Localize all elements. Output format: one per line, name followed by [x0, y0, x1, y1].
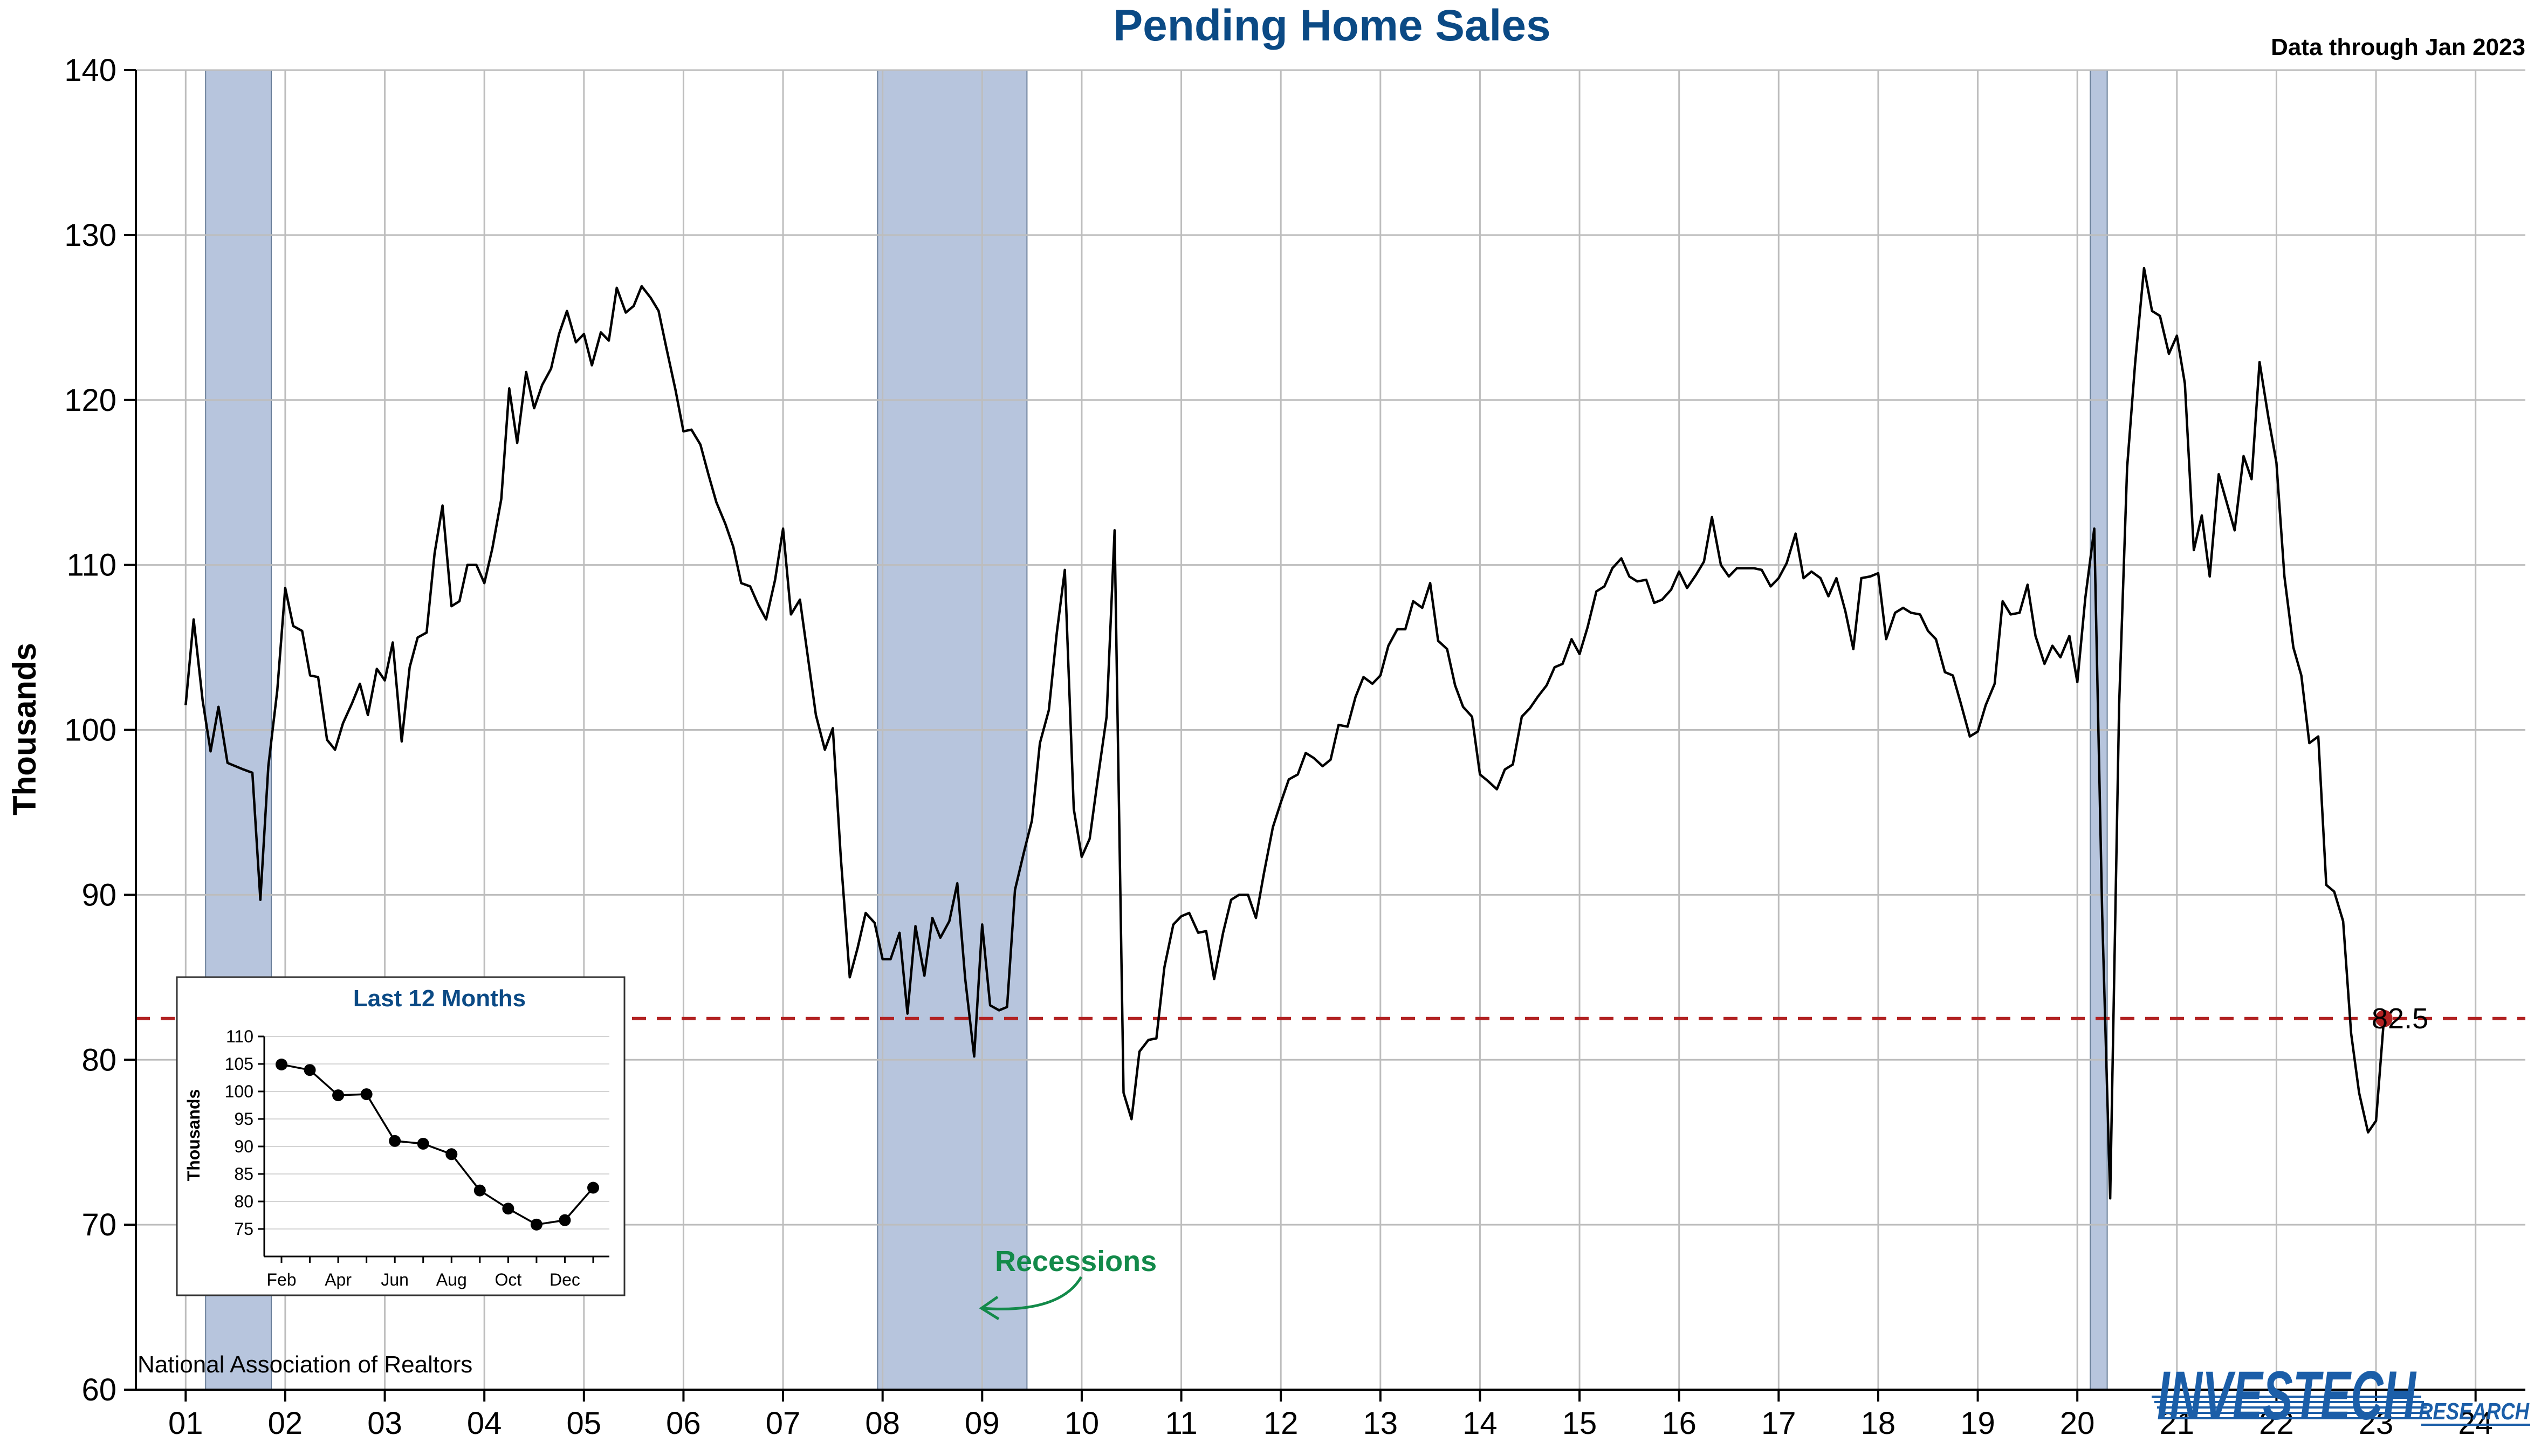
x-tick-label: 14: [1462, 1406, 1498, 1441]
inset-data-point: [332, 1089, 345, 1102]
inset-data-point: [276, 1059, 287, 1071]
series-line-pending-home-sales: [184, 266, 2386, 1200]
y-tick-label: 140: [64, 53, 116, 88]
latest-value-marker: [2375, 1009, 2393, 1027]
inset-data-point: [389, 1135, 401, 1147]
inset-data-point: [445, 1148, 458, 1160]
x-tick-label: 21: [2160, 1406, 2195, 1441]
inset-y-tick-label: 95: [234, 1109, 253, 1129]
x-tick-label: 08: [865, 1406, 900, 1441]
x-tick-label: 20: [2060, 1406, 2095, 1441]
inset-y-tick-label: 105: [225, 1054, 253, 1074]
x-tick-label: 10: [1064, 1406, 1100, 1441]
inset-x-tick-label: Dec: [550, 1270, 580, 1289]
x-tick-label: 12: [1263, 1406, 1299, 1441]
inset-title: Last 12 Months: [353, 985, 526, 1012]
inset-x-tick-label: Jun: [381, 1270, 409, 1289]
inset-y-tick-label: 75: [234, 1219, 253, 1239]
inset-x-tick-label: Feb: [266, 1270, 296, 1289]
inset-y-tick-label: 100: [225, 1082, 253, 1101]
main-axes: [124, 69, 2525, 1402]
inset-x-tick-labels: Feb Apr Jun Aug Oct Dec: [266, 1270, 580, 1289]
chart-title: Pending Home Sales: [1113, 1, 1550, 50]
recessions-label: Recessions: [995, 1245, 1157, 1278]
inset-x-tick-label: Oct: [495, 1270, 521, 1289]
inset-chart-last-12-months: Last 12 Months Thousands 75 80 85 90 95 100 10…: [176, 976, 626, 1296]
x-tick-label: 02: [268, 1406, 303, 1441]
inset-x-tick-label: Aug: [436, 1270, 467, 1289]
investech-logo: INVESTECH RESEARCH: [2152, 1357, 2530, 1434]
inset-data-point: [502, 1203, 514, 1215]
inset-y-tick-label: 85: [234, 1164, 253, 1184]
inset-data-point: [304, 1064, 316, 1076]
recessions-arrow-head: [979, 1295, 1000, 1321]
inset-data-point: [473, 1184, 486, 1197]
x-tick-label: 09: [965, 1406, 1000, 1441]
inset-x-tick-label: Apr: [325, 1270, 352, 1289]
x-tick-label: 01: [168, 1406, 203, 1441]
inset-data-point: [587, 1182, 599, 1194]
recessions-arrow: [982, 1276, 1083, 1310]
x-tick-label: 17: [1761, 1406, 1796, 1441]
inset-y-axis-label: Thousands: [184, 1089, 203, 1182]
source-label: National Association of Realtors: [138, 1351, 472, 1378]
inset-axes: [258, 1035, 609, 1263]
chart-subtitle: Data through Jan 2023: [2271, 34, 2525, 60]
y-tick-label: 70: [81, 1207, 116, 1242]
x-tick-label: 19: [1960, 1406, 1995, 1441]
logo-subtext: RESEARCH: [2419, 1398, 2530, 1425]
y-tick-label: 120: [64, 383, 116, 418]
inset-series: [276, 1059, 599, 1231]
x-tick-label: 15: [1562, 1406, 1597, 1441]
inset-data-point: [559, 1214, 571, 1226]
inset-y-tick-label: 90: [234, 1137, 253, 1156]
y-tick-label: 60: [81, 1372, 116, 1407]
inset-grid: [264, 1036, 609, 1230]
x-tick-label: 23: [2359, 1406, 2394, 1441]
y-tick-label: 90: [81, 877, 116, 912]
x-tick-label: 11: [1165, 1406, 1197, 1441]
x-tick-label: 22: [2259, 1406, 2294, 1441]
inset-data-point: [360, 1088, 373, 1101]
x-tick-label: 06: [666, 1406, 701, 1441]
y-tick-labels: 60 70 80 90 100 110 120 130 140: [64, 53, 116, 1407]
inset-data-point: [417, 1137, 429, 1150]
y-tick-label: 110: [67, 548, 116, 583]
x-tick-label: 05: [567, 1406, 602, 1441]
inset-y-tick-labels: 75 80 85 90 95 100 105 110: [225, 1027, 253, 1239]
logo-text: INVESTECH: [2157, 1357, 2417, 1434]
y-tick-label: 130: [64, 218, 116, 253]
inset-frame: [176, 976, 626, 1296]
logo-speed-lines: [2152, 1396, 2432, 1419]
x-tick-label: 13: [1363, 1406, 1398, 1441]
reference-value-label: 82.5: [2372, 1002, 2428, 1035]
x-tick-labels: 01 02 03 04 05 06 07 08 09 10 11 12 13 14 15 16 17 18 19 20…: [168, 1406, 2493, 1441]
x-tick-label: 03: [367, 1406, 402, 1441]
inset-y-tick-label: 80: [234, 1192, 253, 1211]
y-tick-label: 80: [81, 1042, 116, 1077]
x-tick-label: 18: [1861, 1406, 1896, 1441]
x-tick-label: 04: [467, 1406, 502, 1441]
main-series-group: [184, 266, 2393, 1200]
x-tick-label: 24: [2458, 1406, 2493, 1441]
x-tick-label: 07: [766, 1406, 801, 1441]
y-axis-label: Thousands: [6, 643, 43, 815]
inset-data-point: [530, 1218, 542, 1231]
x-tick-label: 16: [1661, 1406, 1697, 1441]
y-tick-label: 100: [64, 713, 116, 748]
inset-y-tick-label: 110: [226, 1027, 253, 1046]
